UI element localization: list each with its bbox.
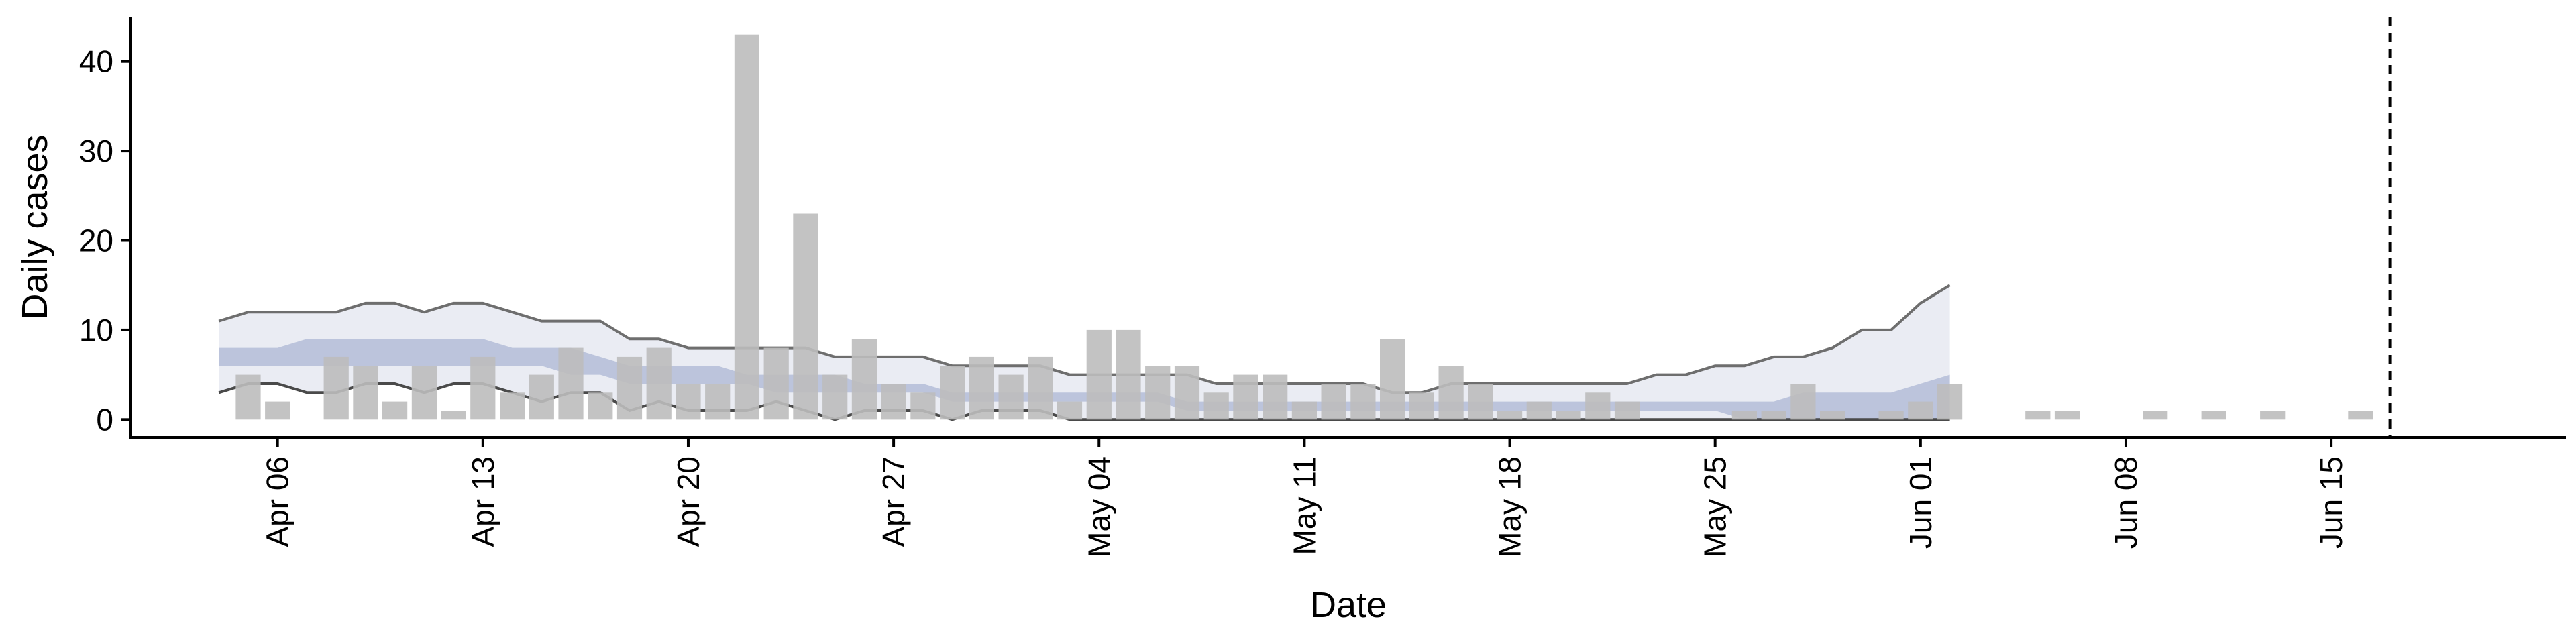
bar bbox=[558, 347, 584, 420]
bar bbox=[529, 374, 554, 420]
x-tick-label: Apr 27 bbox=[876, 456, 911, 547]
y-tick-label: 30 bbox=[79, 133, 113, 168]
bar bbox=[1263, 374, 1288, 420]
y-tick-label: 0 bbox=[96, 402, 113, 437]
bar bbox=[2201, 411, 2226, 420]
bar bbox=[1585, 392, 1611, 420]
bar bbox=[1233, 374, 1258, 420]
bar bbox=[2054, 411, 2080, 420]
bar bbox=[1380, 339, 1405, 420]
bar bbox=[646, 347, 672, 420]
bar bbox=[2260, 411, 2286, 420]
bar bbox=[2025, 411, 2051, 420]
bar bbox=[1203, 392, 1229, 420]
x-tick-label: Apr 06 bbox=[260, 456, 295, 547]
lower-bound-line bbox=[218, 382, 1950, 421]
x-tick-label: May 18 bbox=[1493, 456, 1527, 557]
bar bbox=[1878, 411, 1904, 420]
bar bbox=[1497, 411, 1523, 420]
bar bbox=[851, 339, 877, 420]
bar bbox=[1174, 366, 1200, 420]
x-axis-ticks: Apr 06 Apr 13 Apr 20 Apr 27 May 04 May 11 May … bbox=[260, 437, 2349, 557]
bar bbox=[235, 374, 261, 420]
x-tick-label: Jun 08 bbox=[2108, 456, 2143, 549]
y-axis-label: Daily cases bbox=[15, 134, 55, 319]
bar bbox=[1409, 392, 1434, 420]
bar bbox=[1468, 384, 1493, 420]
y-axis-ticks: 0 10 20 30 40 bbox=[79, 44, 131, 437]
bar bbox=[881, 384, 906, 420]
bar bbox=[323, 356, 349, 420]
bar bbox=[793, 213, 818, 420]
bar bbox=[1116, 329, 1141, 420]
x-tick-label: Apr 20 bbox=[671, 456, 706, 547]
x-tick-label: May 11 bbox=[1287, 456, 1322, 555]
daily-case-bars bbox=[235, 34, 2373, 420]
bar bbox=[470, 356, 496, 420]
bar bbox=[1731, 411, 1757, 420]
bar bbox=[1145, 366, 1171, 420]
y-tick-label: 40 bbox=[79, 44, 113, 79]
y-tick-label: 20 bbox=[79, 223, 113, 258]
x-tick-label: Jun 01 bbox=[1903, 456, 1938, 549]
bar bbox=[588, 392, 613, 420]
upper-bound-line bbox=[218, 284, 1951, 394]
bar bbox=[763, 347, 789, 420]
bar bbox=[1291, 401, 1317, 420]
bar bbox=[1350, 384, 1376, 420]
x-tick-label: Apr 13 bbox=[466, 456, 500, 547]
bar bbox=[265, 401, 290, 420]
bar bbox=[1526, 401, 1552, 420]
y-tick-label: 10 bbox=[79, 313, 113, 347]
x-tick-label: May 04 bbox=[1081, 456, 1116, 557]
bar bbox=[734, 34, 759, 420]
band-edge-lines bbox=[218, 284, 1951, 421]
bar bbox=[1321, 384, 1346, 420]
bar bbox=[1790, 384, 1816, 420]
bar bbox=[441, 411, 466, 420]
bar bbox=[1614, 401, 1640, 420]
bar bbox=[1761, 411, 1786, 420]
bar bbox=[411, 366, 437, 420]
bar bbox=[616, 356, 643, 420]
bar bbox=[1937, 384, 1963, 420]
bar bbox=[705, 384, 731, 420]
bar bbox=[998, 374, 1024, 420]
bar bbox=[1438, 366, 1464, 420]
bar bbox=[1820, 411, 1845, 420]
bar bbox=[2143, 411, 2168, 420]
bar bbox=[1086, 329, 1112, 420]
bar bbox=[676, 384, 701, 420]
bar bbox=[1556, 411, 1581, 420]
bar bbox=[1028, 356, 1053, 420]
bar bbox=[1057, 401, 1083, 420]
bar bbox=[353, 366, 378, 420]
bar bbox=[382, 401, 408, 420]
bar bbox=[940, 366, 965, 420]
bar bbox=[969, 356, 994, 420]
bar bbox=[2348, 411, 2373, 420]
bar bbox=[910, 392, 936, 420]
bar bbox=[1908, 401, 1933, 420]
x-axis-label: Date bbox=[1310, 585, 1387, 625]
x-tick-label: May 25 bbox=[1698, 456, 1733, 557]
x-tick-label: Jun 15 bbox=[2314, 456, 2349, 549]
bar bbox=[500, 392, 525, 420]
bar bbox=[822, 374, 848, 420]
